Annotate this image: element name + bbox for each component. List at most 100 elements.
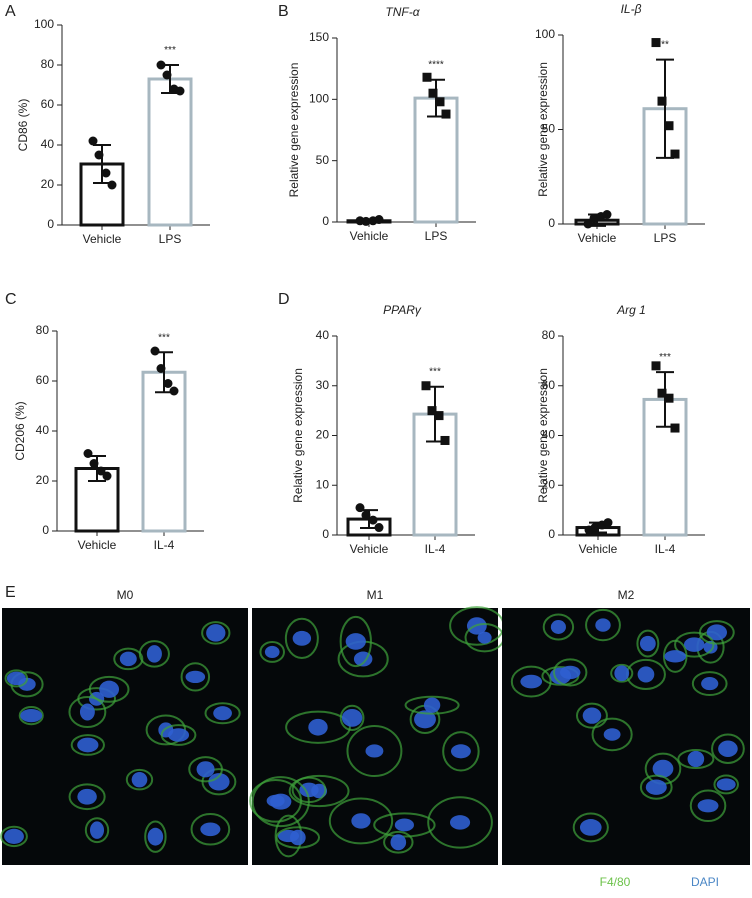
nucleus bbox=[289, 829, 306, 846]
cytoskeleton bbox=[510, 665, 552, 698]
panel-label: C bbox=[5, 291, 17, 308]
nucleus bbox=[639, 635, 656, 652]
data-point bbox=[355, 503, 365, 513]
nucleus bbox=[208, 773, 230, 791]
nucleus bbox=[4, 828, 24, 844]
nucleus bbox=[6, 671, 26, 686]
x-tick-label: IL-4 bbox=[425, 542, 446, 556]
data-point bbox=[102, 471, 112, 481]
x-tick-label: LPS bbox=[159, 232, 182, 246]
cytoskeleton bbox=[662, 639, 688, 673]
cytoskeleton bbox=[88, 675, 130, 703]
cytoskeleton bbox=[84, 817, 110, 844]
data-point bbox=[441, 109, 451, 119]
cytoskeleton bbox=[442, 731, 480, 772]
nucleus bbox=[450, 744, 471, 759]
y-tick-label: 80 bbox=[542, 328, 556, 342]
y-axis-label: Relative gene expression bbox=[536, 62, 550, 197]
data-point bbox=[428, 88, 438, 98]
data-point bbox=[162, 70, 172, 80]
y-tick-label: 20 bbox=[542, 477, 556, 491]
data-point bbox=[101, 168, 111, 178]
chart-title: Arg 1 bbox=[616, 303, 646, 317]
cytoskeleton bbox=[284, 617, 319, 659]
bar bbox=[141, 370, 187, 533]
nucleus bbox=[90, 821, 105, 839]
cytoskeleton bbox=[373, 812, 436, 838]
nucleus bbox=[308, 718, 328, 736]
data-point bbox=[421, 381, 431, 391]
data-point bbox=[163, 379, 173, 388]
y-tick-label: 0 bbox=[322, 527, 329, 541]
cytoskeleton bbox=[288, 774, 350, 808]
micrograph bbox=[249, 606, 505, 865]
nucleus bbox=[20, 708, 43, 723]
y-tick-label: 30 bbox=[316, 378, 330, 392]
x-tick-label: Vehicle bbox=[78, 538, 117, 552]
nucleus bbox=[718, 740, 738, 757]
cytoskeleton bbox=[691, 671, 728, 697]
nucleus bbox=[687, 750, 705, 768]
data-point bbox=[657, 388, 667, 398]
data-point bbox=[156, 60, 166, 70]
panel-label: D bbox=[278, 291, 290, 308]
cytoskeleton bbox=[275, 826, 321, 849]
cytoskeleton bbox=[259, 641, 285, 663]
cytoskeleton bbox=[190, 813, 231, 846]
nucleus bbox=[579, 819, 602, 836]
significance: **** bbox=[428, 60, 444, 71]
cytoskeleton bbox=[68, 695, 107, 729]
nucleus bbox=[423, 697, 441, 713]
nucleus bbox=[697, 799, 719, 813]
panel-label: E bbox=[5, 584, 16, 601]
y-tick-label: 100 bbox=[309, 92, 329, 106]
cytoskeleton bbox=[689, 789, 727, 823]
nucleus bbox=[477, 631, 492, 644]
significance: *** bbox=[429, 367, 441, 378]
nucleus bbox=[394, 818, 414, 832]
nucleus bbox=[559, 665, 581, 680]
cytoskeleton bbox=[4, 669, 29, 688]
data-point bbox=[657, 96, 667, 106]
cytoskeleton bbox=[204, 702, 241, 725]
cytoskeleton bbox=[383, 830, 414, 854]
data-point bbox=[156, 364, 166, 373]
nucleus bbox=[603, 728, 621, 741]
nucleus bbox=[147, 827, 164, 846]
cytoskeleton bbox=[113, 647, 144, 671]
nucleus bbox=[185, 670, 206, 684]
y-tick-label: 60 bbox=[542, 378, 556, 392]
data-point bbox=[96, 466, 106, 476]
data-point bbox=[670, 423, 680, 433]
y-tick-label: 50 bbox=[542, 122, 556, 136]
cytoskeleton bbox=[138, 640, 170, 668]
micrograph bbox=[502, 608, 750, 865]
nucleus bbox=[550, 620, 566, 634]
data-point bbox=[89, 459, 99, 468]
y-tick-label: 10 bbox=[316, 477, 330, 491]
nucleus bbox=[449, 815, 471, 830]
image-label: M0 bbox=[117, 588, 134, 602]
nucleus bbox=[196, 761, 215, 778]
cytoskeleton bbox=[188, 756, 223, 783]
cytoskeleton bbox=[575, 702, 608, 729]
y-tick-label: 0 bbox=[42, 523, 49, 537]
nucleus bbox=[99, 680, 120, 698]
cytoskeleton bbox=[144, 820, 167, 853]
panel-label: B bbox=[278, 3, 289, 20]
data-point bbox=[150, 346, 160, 356]
cytoskeleton bbox=[70, 734, 105, 756]
nucleus bbox=[119, 651, 137, 667]
nucleus bbox=[701, 677, 719, 691]
cytoskeleton bbox=[339, 615, 372, 668]
cytoskeleton bbox=[639, 774, 673, 800]
nucleus bbox=[168, 728, 190, 742]
significance: *** bbox=[164, 45, 176, 56]
cytoskeleton bbox=[201, 621, 231, 645]
cytoskeleton bbox=[713, 774, 739, 795]
cytoskeleton bbox=[18, 705, 44, 726]
nucleus bbox=[414, 710, 436, 729]
nucleus bbox=[520, 674, 543, 689]
x-tick-label: IL-4 bbox=[154, 538, 175, 552]
